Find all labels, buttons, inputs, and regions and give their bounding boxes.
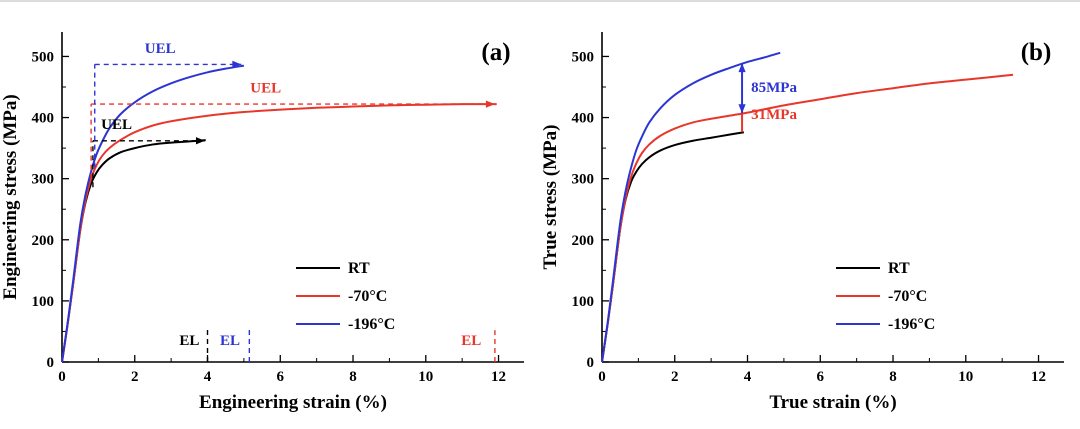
annotation-text: EL	[179, 333, 199, 349]
y-tick-label: 400	[32, 111, 55, 127]
panel-label: (b)	[1021, 39, 1052, 66]
y-tick-label: 500	[572, 49, 595, 65]
engineering-stress-strain-chart: 0 2 4 6 8 10 12 0 100 200 300 400 500 Engineering str…	[0, 32, 524, 413]
y-tick-label: 300	[32, 172, 55, 188]
legend-label: -70°C	[348, 288, 387, 305]
x-tick-label: 8	[889, 369, 897, 385]
legend: RT -70°C -196°C	[836, 260, 935, 333]
y-tick-label: 200	[572, 233, 595, 249]
y-tick-label: 100	[32, 294, 55, 310]
legend-label: RT	[888, 260, 910, 277]
arrowhead	[485, 100, 495, 108]
annotation-text: UEL	[250, 81, 281, 97]
curve-RT	[61, 139, 206, 363]
arrowhead	[195, 137, 205, 145]
curve--70°C	[601, 73, 1014, 363]
curves	[601, 51, 1014, 363]
x-tick-label: 2	[131, 369, 139, 385]
legend-label: -196°C	[888, 316, 935, 333]
curve-RT	[601, 131, 745, 363]
y-tick-label: 0	[47, 355, 55, 371]
panel-label: (a)	[481, 39, 510, 66]
arrowhead	[738, 63, 746, 73]
y-tick-label: 0	[587, 355, 595, 371]
x-tick-label: 12	[491, 369, 506, 385]
curves	[61, 64, 497, 363]
y-tick-label: 500	[32, 49, 55, 65]
x-tick-label: 12	[1031, 369, 1046, 385]
annotation-text: UEL	[101, 117, 132, 133]
y-axis-title: True stress (MPa)	[540, 125, 561, 270]
y-axis-title: Engineering stress (MPa)	[0, 94, 21, 299]
x-tick-label: 10	[958, 369, 973, 385]
arrowhead	[232, 60, 242, 68]
panel-b: 0 2 4 6 8 10 12 0 100 200 300 400 500 True strain (%)…	[540, 10, 1080, 420]
x-tick-label: 10	[418, 369, 433, 385]
curve--196°C	[61, 64, 245, 363]
curve--196°C	[601, 51, 781, 363]
x-tick-label: 2	[671, 369, 679, 385]
y-tick-label: 200	[32, 233, 55, 249]
x-tick-label: 6	[277, 369, 285, 385]
legend-label: -196°C	[348, 316, 395, 333]
y-tick-label: 100	[572, 294, 595, 310]
x-tick-label: 8	[349, 369, 357, 385]
x-tick-label: 0	[58, 369, 66, 385]
annotation-text: EL	[461, 333, 481, 349]
panel-a: 0 2 4 6 8 10 12 0 100 200 300 400 500 Engineering str…	[0, 10, 540, 420]
y-tick-label: 400	[572, 111, 595, 127]
legend-label: -70°C	[888, 288, 927, 305]
annotation-text: 31MPa	[751, 107, 797, 123]
annotations: UEL UEL UEL EL EL EL	[90, 41, 496, 362]
axes: 0 2 4 6 8 10 12 0 100 200 300 400 500	[572, 32, 1064, 385]
annotation-text: EL	[220, 333, 240, 349]
x-tick-label: 6	[817, 369, 825, 385]
annotations: 85MPa 31MPa	[738, 63, 797, 133]
curve--70°C	[61, 103, 497, 363]
y-tick-label: 300	[572, 172, 595, 188]
axes: 0 2 4 6 8 10 12 0 100 200 300 400 500	[32, 32, 524, 385]
annotation-text: 85MPa	[751, 80, 797, 96]
x-tick-label: 0	[598, 369, 606, 385]
legend-label: RT	[348, 260, 370, 277]
arrowhead	[738, 104, 746, 114]
annotation-text: UEL	[145, 41, 176, 57]
x-tick-label: 4	[744, 369, 752, 385]
x-axis-title: True strain (%)	[769, 392, 896, 413]
x-axis-title: Engineering strain (%)	[199, 392, 387, 413]
true-stress-strain-chart: 0 2 4 6 8 10 12 0 100 200 300 400 500 True strain (%)…	[540, 32, 1064, 413]
x-tick-label: 4	[204, 369, 212, 385]
legend: RT -70°C -196°C	[296, 260, 395, 333]
